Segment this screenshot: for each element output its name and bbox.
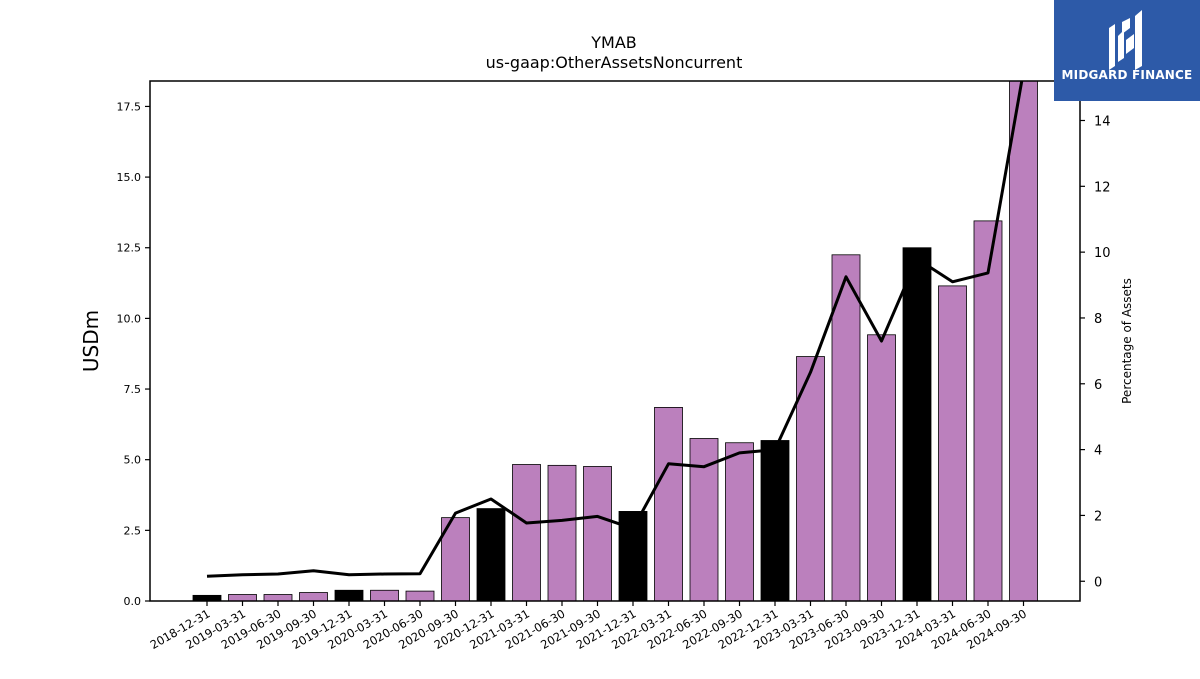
y-tick-label: 17.5 bbox=[117, 100, 142, 113]
y2-tick-label: 4 bbox=[1094, 444, 1102, 459]
y2-tick-label: 0 bbox=[1094, 575, 1102, 590]
bar bbox=[1009, 81, 1038, 601]
bar bbox=[476, 508, 506, 601]
y-tick-label: 5.0 bbox=[124, 454, 142, 467]
plot-frame bbox=[149, 80, 1081, 602]
percentage-line bbox=[206, 81, 1024, 578]
bar bbox=[192, 594, 222, 601]
bar bbox=[299, 592, 328, 601]
y2-axis-label: Percentage of Assets bbox=[1120, 278, 1134, 404]
bar bbox=[228, 594, 257, 601]
bar bbox=[654, 407, 683, 601]
bar bbox=[973, 220, 1003, 601]
bar bbox=[938, 285, 967, 601]
y-tick-label: 0.0 bbox=[124, 595, 142, 608]
bar bbox=[725, 442, 754, 601]
y2-tick-label: 12 bbox=[1094, 180, 1111, 195]
bar bbox=[831, 254, 861, 601]
logo-text: MIDGARD FINANCE bbox=[1061, 68, 1193, 82]
y-tick-label: 2.5 bbox=[124, 524, 142, 537]
bar bbox=[334, 589, 364, 601]
bar bbox=[370, 589, 399, 601]
bar bbox=[263, 594, 293, 601]
y-axis-label: USDm bbox=[79, 310, 103, 372]
bar bbox=[583, 466, 612, 601]
y2-tick-label: 6 bbox=[1094, 378, 1102, 393]
chart-subtitle: us-gaap:OtherAssetsNoncurrent bbox=[486, 53, 743, 72]
line-layer bbox=[206, 81, 1024, 578]
y-tick-label: 10.0 bbox=[117, 312, 142, 325]
y2-tick-label: 10 bbox=[1094, 246, 1111, 261]
bar bbox=[902, 247, 932, 601]
y-tick-label: 7.5 bbox=[124, 383, 142, 396]
midgard-logo: MIDGARD FINANCE bbox=[1054, 0, 1200, 101]
y-tick-label: 12.5 bbox=[117, 242, 142, 255]
bar bbox=[547, 464, 577, 601]
bar bbox=[405, 590, 435, 601]
bar bbox=[796, 356, 825, 601]
chart-title: YMAB bbox=[590, 33, 637, 52]
y2-tick-label: 8 bbox=[1094, 312, 1102, 327]
y-tick-label: 15.0 bbox=[117, 171, 142, 184]
midgard-logo-icon bbox=[1109, 10, 1142, 70]
y2-tick-label: 2 bbox=[1094, 509, 1102, 524]
bar bbox=[867, 334, 896, 601]
bar bbox=[441, 517, 470, 601]
bar bbox=[512, 464, 541, 601]
y2-tick-label: 14 bbox=[1094, 114, 1111, 129]
bar bbox=[760, 440, 790, 601]
